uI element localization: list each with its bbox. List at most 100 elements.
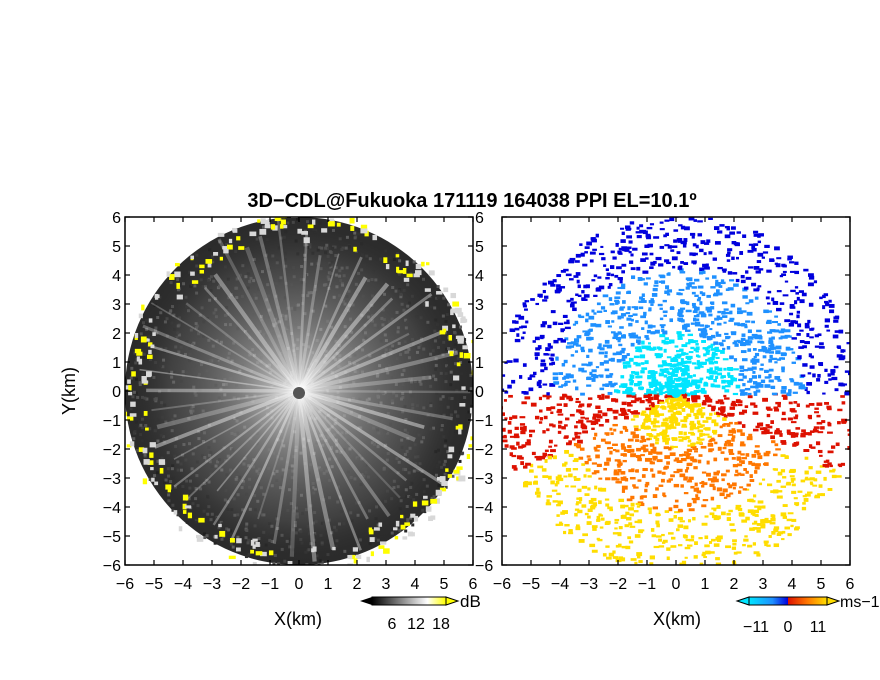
- velocity-cell: [661, 533, 665, 537]
- velocity-cell: [745, 302, 750, 305]
- velocity-cell: [704, 535, 709, 540]
- velocity-cell: [664, 259, 670, 263]
- velocity-cell: [725, 469, 730, 473]
- snr-edge-cell: [185, 505, 192, 509]
- velocity-cell: [673, 229, 679, 232]
- velocity-cell: [736, 256, 740, 260]
- velocity-cell: [791, 518, 797, 522]
- velocity-cell: [757, 340, 764, 344]
- velocity-cell: [620, 334, 626, 339]
- snr-ytick-label-right: 4: [475, 268, 484, 285]
- snr-beam-ray: [296, 390, 336, 551]
- velocity-xtick-label: −2: [609, 576, 627, 593]
- velocity-cell: [547, 343, 552, 347]
- velocity-cell: [688, 339, 694, 344]
- velocity-xtick-label: 2: [730, 576, 739, 593]
- snr-edge-cell: [207, 262, 212, 268]
- velocity-cell: [767, 310, 773, 313]
- velocity-cell: [717, 434, 723, 438]
- velocity-cell: [509, 452, 513, 457]
- velocity-cell: [660, 325, 665, 329]
- velocity-cell: [729, 406, 736, 410]
- velocity-cell: [790, 469, 796, 473]
- velocity-cell: [583, 474, 587, 478]
- velocity-cell: [555, 480, 560, 485]
- velocity-cell: [649, 347, 655, 351]
- velocity-cell: [497, 383, 501, 387]
- velocity-cell: [721, 385, 726, 390]
- velocity-cell: [637, 567, 642, 569]
- snr-edge-cell: [352, 547, 359, 552]
- snr-edge-cell: [142, 447, 148, 454]
- velocity-cell: [755, 270, 761, 274]
- velocity-cell: [597, 410, 603, 414]
- velocity-cell: [782, 515, 788, 519]
- snr-edge-cell: [152, 332, 156, 336]
- snr-edge-cell: [312, 546, 317, 552]
- velocity-cell: [693, 403, 699, 408]
- velocity-cell: [662, 310, 668, 314]
- velocity-cell: [665, 572, 668, 574]
- velocity-cell: [577, 294, 582, 298]
- velocity-cell: [777, 471, 783, 476]
- velocity-cell: [633, 414, 639, 418]
- velocity-cell: [677, 337, 683, 340]
- velocity-cell: [851, 374, 855, 377]
- snr-beam-ray: [244, 246, 302, 392]
- velocity-cell: [755, 382, 762, 386]
- snr-beam-ray: [276, 219, 301, 392]
- velocity-cell: [791, 490, 797, 494]
- velocity-cell: [636, 375, 643, 379]
- velocity-cell: [780, 454, 786, 457]
- snr-edge-cell: [169, 275, 173, 280]
- velocity-cell: [817, 431, 824, 434]
- velocity-cell: [727, 443, 734, 447]
- velocity-cell: [779, 433, 783, 437]
- snr-edge-cell: [311, 219, 316, 225]
- velocity-cell: [606, 457, 611, 462]
- velocity-cell: [545, 347, 551, 352]
- velocity-cell: [824, 368, 828, 372]
- velocity-cell: [584, 246, 590, 249]
- velocity-cell: [753, 494, 757, 498]
- velocity-cell: [702, 263, 708, 268]
- velocity-cell: [775, 448, 781, 451]
- velocity-cell: [563, 436, 569, 439]
- velocity-cell: [721, 301, 728, 305]
- snr-edge-cell: [450, 309, 454, 316]
- velocity-cell: [666, 273, 671, 276]
- velocity-cell: [557, 430, 562, 434]
- velocity-cell: [688, 217, 695, 221]
- velocity-cell: [740, 473, 745, 476]
- velocity-cell: [755, 527, 761, 530]
- snr-beam-ray: [298, 253, 340, 392]
- velocity-cell: [771, 392, 778, 396]
- velocity-cell: [695, 427, 700, 430]
- velocity-cell: [554, 382, 559, 385]
- velocity-cell: [592, 374, 599, 379]
- snr-edge-cell: [198, 517, 205, 523]
- velocity-cell: [751, 333, 758, 336]
- velocity-cell: [681, 300, 687, 305]
- snr-speckle-cell: [451, 474, 455, 478]
- velocity-cell: [545, 502, 552, 506]
- snr-edge-cell: [458, 424, 463, 430]
- velocity-cell: [784, 329, 791, 333]
- velocity-cell: [711, 405, 716, 410]
- velocity-cell: [664, 417, 669, 421]
- velocity-cell: [822, 463, 826, 467]
- velocity-cell: [729, 310, 733, 315]
- velocity-cell: [637, 397, 642, 400]
- velocity-cell: [742, 543, 746, 547]
- snr-edge-cell: [430, 515, 436, 520]
- velocity-cell: [570, 297, 574, 301]
- velocity-cell: [580, 416, 585, 419]
- velocity-cell: [743, 286, 749, 290]
- velocity-cell: [789, 408, 796, 412]
- velocity-cell: [682, 327, 688, 330]
- velocity-cell: [692, 340, 699, 343]
- velocity-cell: [640, 362, 645, 365]
- velocity-cell: [717, 385, 721, 388]
- velocity-cell: [572, 379, 577, 383]
- velocity-cell: [559, 521, 563, 525]
